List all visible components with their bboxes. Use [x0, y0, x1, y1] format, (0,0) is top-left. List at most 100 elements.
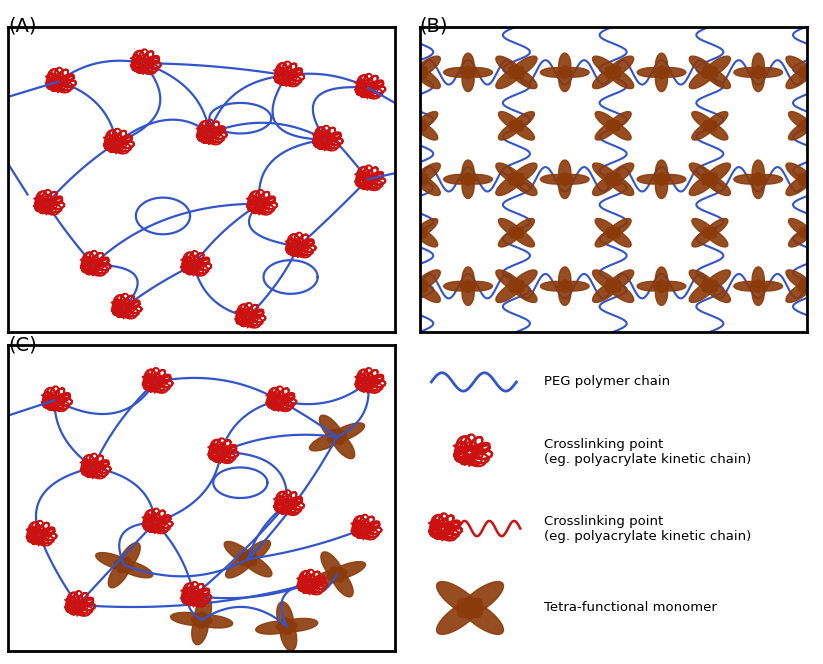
Polygon shape [462, 173, 474, 199]
Polygon shape [655, 173, 667, 199]
Polygon shape [799, 270, 823, 292]
Polygon shape [653, 68, 686, 77]
Polygon shape [239, 540, 271, 566]
Polygon shape [734, 68, 766, 77]
Polygon shape [593, 163, 621, 185]
Polygon shape [412, 56, 440, 78]
Polygon shape [788, 218, 813, 238]
Polygon shape [559, 280, 571, 305]
Polygon shape [495, 66, 524, 88]
Polygon shape [788, 228, 813, 247]
Polygon shape [191, 615, 233, 628]
Polygon shape [799, 163, 823, 185]
Polygon shape [413, 121, 438, 140]
Polygon shape [239, 552, 272, 577]
Polygon shape [704, 218, 728, 238]
Polygon shape [399, 163, 427, 185]
Polygon shape [595, 218, 620, 238]
Polygon shape [593, 66, 621, 88]
Polygon shape [399, 66, 427, 88]
Polygon shape [462, 66, 474, 92]
Polygon shape [462, 53, 474, 79]
Polygon shape [692, 218, 716, 238]
Polygon shape [655, 267, 667, 293]
Polygon shape [444, 175, 477, 184]
Polygon shape [509, 66, 537, 88]
Polygon shape [495, 270, 524, 292]
Text: (C): (C) [8, 335, 37, 355]
Polygon shape [192, 612, 208, 645]
Polygon shape [689, 270, 718, 292]
Polygon shape [653, 175, 686, 184]
Polygon shape [399, 173, 427, 195]
Text: PEG polymer chain: PEG polymer chain [543, 375, 670, 388]
Polygon shape [499, 228, 523, 247]
Polygon shape [606, 56, 634, 78]
Polygon shape [752, 173, 765, 199]
Polygon shape [595, 228, 620, 247]
Polygon shape [499, 112, 523, 131]
Polygon shape [750, 282, 783, 291]
Polygon shape [692, 228, 716, 247]
Polygon shape [689, 56, 718, 78]
Polygon shape [556, 282, 589, 291]
Text: Tetra-functional monomer: Tetra-functional monomer [543, 602, 716, 614]
Polygon shape [637, 175, 670, 184]
Polygon shape [462, 267, 474, 293]
Polygon shape [412, 173, 440, 195]
Polygon shape [458, 598, 504, 634]
Polygon shape [800, 218, 823, 238]
Polygon shape [734, 175, 766, 184]
Polygon shape [800, 112, 823, 131]
Polygon shape [559, 66, 571, 92]
Polygon shape [799, 173, 823, 195]
Polygon shape [704, 112, 728, 131]
Polygon shape [593, 270, 621, 292]
Polygon shape [702, 270, 731, 292]
Polygon shape [702, 66, 731, 88]
Polygon shape [606, 66, 634, 88]
Polygon shape [309, 569, 346, 587]
Polygon shape [509, 163, 537, 185]
Polygon shape [256, 621, 297, 634]
Polygon shape [541, 282, 573, 291]
Polygon shape [280, 618, 296, 651]
Polygon shape [559, 173, 571, 199]
Polygon shape [689, 280, 718, 302]
Polygon shape [799, 56, 823, 78]
Polygon shape [509, 56, 537, 78]
Polygon shape [704, 121, 728, 140]
Text: Crosslinking point
(eg. polyacrylate kinetic chain): Crosslinking point (eg. polyacrylate kin… [543, 515, 751, 542]
Polygon shape [800, 228, 823, 247]
Polygon shape [328, 562, 365, 580]
Polygon shape [689, 173, 718, 195]
Polygon shape [655, 160, 667, 186]
Polygon shape [510, 228, 534, 247]
Polygon shape [606, 270, 634, 292]
Polygon shape [495, 163, 524, 185]
Polygon shape [702, 163, 731, 185]
Polygon shape [786, 270, 814, 292]
Polygon shape [702, 173, 731, 195]
Polygon shape [559, 53, 571, 79]
Polygon shape [226, 552, 256, 578]
Polygon shape [330, 566, 353, 597]
Polygon shape [607, 121, 631, 140]
Polygon shape [458, 582, 504, 618]
Polygon shape [637, 68, 670, 77]
Polygon shape [752, 160, 765, 186]
Polygon shape [752, 53, 765, 79]
Polygon shape [689, 163, 718, 185]
Polygon shape [495, 56, 524, 78]
Polygon shape [224, 541, 257, 566]
Polygon shape [655, 280, 667, 305]
Polygon shape [399, 56, 427, 78]
Polygon shape [689, 66, 718, 88]
Polygon shape [444, 68, 477, 77]
Polygon shape [277, 602, 294, 635]
Polygon shape [655, 53, 667, 79]
Polygon shape [509, 173, 537, 195]
Polygon shape [436, 598, 482, 634]
Polygon shape [510, 218, 534, 238]
Polygon shape [330, 430, 355, 459]
